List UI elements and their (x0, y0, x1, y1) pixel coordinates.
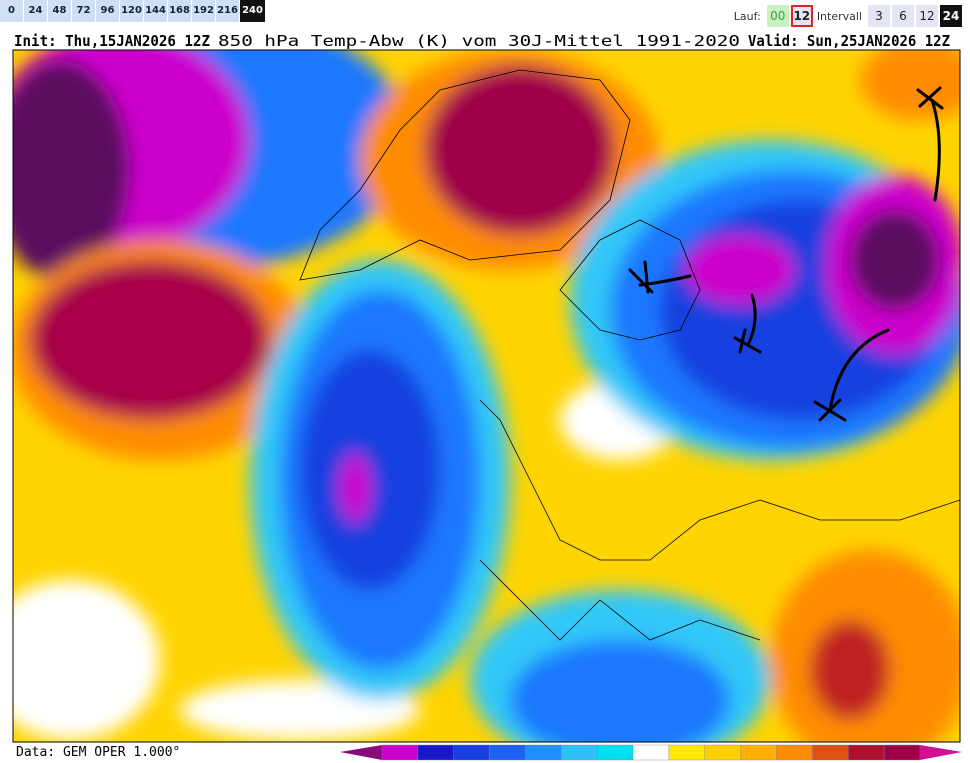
coastlines (299, 69, 960, 641)
run-buttons: 00 12 (765, 5, 813, 27)
hour-button[interactable]: 72 (72, 0, 96, 22)
color-bar (340, 744, 962, 761)
interval-buttons: 3 6 12 24 (866, 5, 962, 27)
hour-button[interactable]: 120 (120, 0, 144, 22)
color-bar-part (381, 744, 419, 761)
interval-button[interactable]: 3 (868, 5, 890, 27)
valid-time: Valid: Sun,25JAN2026 12Z (748, 32, 950, 50)
data-source: Data: GEM OPER 1.000° (16, 745, 180, 760)
hour-button[interactable]: 24 (24, 0, 48, 22)
color-bar-part (561, 744, 598, 761)
hour-button[interactable]: 0 (0, 0, 24, 22)
hour-selector: 0 24 48 72 96 120 144 168 192 216 240 (0, 0, 266, 22)
run-label: Lauf: (733, 9, 761, 23)
color-bar-part (340, 745, 382, 760)
color-bar-part (597, 744, 634, 761)
hour-button[interactable]: 192 (192, 0, 216, 22)
interval-button[interactable]: 6 (892, 5, 914, 27)
color-bar-part (704, 744, 741, 761)
run-button[interactable]: 12 (790, 5, 813, 27)
color-bar-part (525, 744, 562, 761)
hour-button[interactable]: 48 (48, 0, 72, 22)
color-bar-part (489, 744, 526, 761)
interval-button[interactable]: 24 (940, 5, 962, 27)
color-bar-part (920, 745, 962, 760)
color-bar-part (812, 744, 849, 761)
color-bar-part (453, 744, 490, 761)
annotations (628, 86, 944, 422)
interval-button[interactable]: 12 (916, 5, 938, 27)
hour-button[interactable]: 240 (240, 0, 266, 22)
hour-button[interactable]: 168 (168, 0, 192, 22)
hour-button[interactable]: 144 (144, 0, 168, 22)
init-time: Init: Thu,15JAN2026 12Z (14, 32, 210, 50)
color-bar-part (668, 744, 706, 761)
color-bar-part (883, 744, 921, 761)
interval-label: Intervall (816, 9, 862, 23)
color-bar-part (740, 744, 777, 761)
map-title: 850 hPa Temp-Abw (K) vom 30J-Mittel 1991… (218, 32, 740, 50)
hour-button[interactable]: 216 (216, 0, 240, 22)
color-bar-part (848, 744, 885, 761)
run-button[interactable]: 00 (766, 5, 789, 27)
color-bar-part (776, 744, 813, 761)
color-bar-part (417, 744, 454, 761)
color-bar-part (632, 744, 670, 761)
run-controls: Lauf: 00 12 Intervall 3 6 12 24 (730, 5, 962, 27)
anomaly-map (13, 50, 960, 742)
hour-button[interactable]: 96 (96, 0, 120, 22)
